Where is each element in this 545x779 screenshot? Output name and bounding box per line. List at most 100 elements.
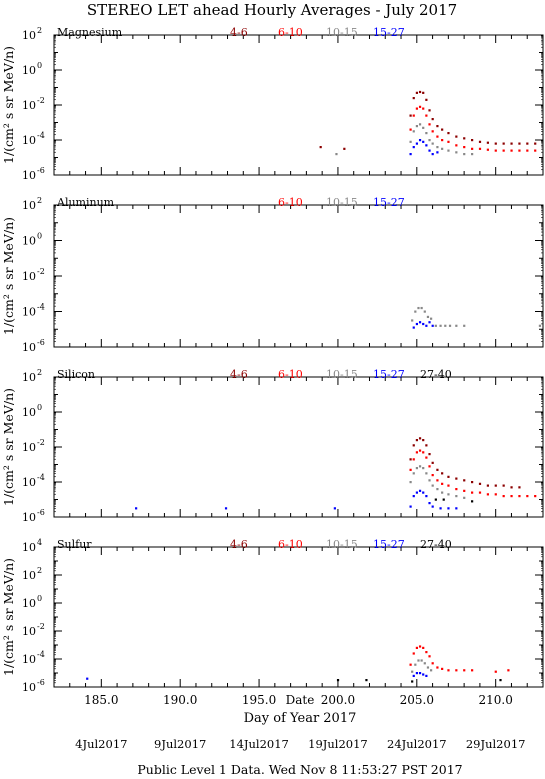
data-point: [431, 130, 434, 133]
y-tick-exponent: -2: [37, 267, 45, 276]
data-point: [455, 477, 458, 480]
y-tick-exponent: -2: [37, 438, 45, 447]
data-point: [447, 132, 450, 135]
data-point: [418, 123, 422, 126]
legend-entry: 10-15: [326, 538, 358, 551]
data-point: [518, 149, 521, 152]
y-tick-label: 10: [22, 681, 36, 694]
legend-entry: 6-10: [278, 196, 303, 209]
data-point: [415, 91, 419, 94]
data-point: [420, 306, 423, 310]
data-point: [336, 679, 340, 682]
data-point: [442, 498, 445, 501]
x-tick-label: 205.0: [400, 693, 434, 707]
data-point: [415, 491, 419, 494]
data-point: [422, 673, 425, 676]
data-point: [428, 139, 431, 142]
data-point: [463, 496, 466, 499]
data-point: [422, 107, 425, 110]
data-point: [425, 444, 428, 447]
data-point: [423, 310, 426, 313]
legend-entry: 10-15: [326, 196, 358, 209]
data-point: [409, 458, 412, 461]
data-point: [409, 128, 412, 131]
data-point: [448, 324, 452, 327]
data-point: [526, 142, 529, 145]
data-point: [224, 507, 228, 510]
data-point: [441, 491, 444, 494]
data-point: [425, 651, 428, 654]
legend-entry: 15-27: [373, 196, 405, 209]
data-point: [436, 488, 439, 491]
data-point: [431, 118, 434, 121]
data-point: [415, 142, 419, 145]
data-point: [428, 149, 431, 152]
data-point: [510, 142, 513, 145]
data-point: [463, 137, 466, 140]
y-tick-label: 10: [22, 476, 36, 489]
y-tick-label: 10: [22, 270, 36, 283]
y-tick-exponent: -6: [37, 508, 45, 517]
data-point: [478, 140, 482, 143]
data-point: [412, 674, 415, 677]
data-point: [428, 109, 431, 112]
data-point: [441, 667, 444, 670]
data-point: [412, 444, 415, 447]
plot-frame: [53, 34, 544, 176]
data-point: [425, 144, 428, 147]
data-point: [428, 479, 431, 482]
data-point: [502, 484, 505, 487]
data-point: [409, 663, 412, 666]
data-point: [439, 507, 442, 510]
legend-entry: 15-27: [373, 26, 405, 39]
data-point: [422, 439, 425, 442]
y-tick-exponent: 0: [37, 232, 42, 241]
data-point: [538, 324, 542, 327]
data-point: [486, 493, 489, 496]
y-tick-exponent: -4: [37, 473, 45, 482]
data-point: [412, 130, 415, 133]
y-tick-exponent: -6: [37, 338, 45, 347]
data-point: [534, 495, 537, 498]
data-point: [412, 652, 415, 655]
y-tick-exponent: -6: [37, 166, 45, 175]
data-point: [412, 146, 415, 149]
data-point: [494, 484, 497, 487]
data-point: [441, 128, 444, 131]
date-tick-label: 29Jul2017: [466, 737, 526, 751]
y-tick-label: 10: [22, 511, 36, 524]
y-tick-exponent: -4: [37, 131, 45, 140]
data-point: [418, 321, 422, 324]
data-point: [478, 491, 482, 494]
data-point: [418, 90, 422, 94]
data-point: [430, 669, 433, 672]
data-point: [426, 315, 430, 319]
data-point: [409, 114, 412, 117]
data-point: [455, 507, 458, 510]
y-tick-label: 10: [22, 64, 36, 77]
x-tick-label: 210.0: [478, 693, 512, 707]
data-point: [415, 125, 419, 128]
data-point: [441, 472, 444, 475]
data-point: [86, 677, 89, 680]
legend-entry: 15-27: [373, 368, 405, 381]
data-point: [447, 669, 450, 672]
data-point: [447, 507, 450, 510]
data-point: [436, 666, 439, 669]
plot-frame: [53, 204, 544, 348]
data-point: [409, 140, 412, 143]
data-point: [463, 669, 466, 672]
data-point: [510, 495, 513, 498]
data-point: [447, 484, 450, 487]
legend-entry: 4-6: [230, 368, 248, 381]
data-point: [502, 142, 505, 145]
footer-note: Public Level 1 Data. Wed Nov 8 11:53:27 …: [137, 762, 462, 777]
legend-entry: 4-6: [230, 538, 248, 551]
data-point: [428, 502, 431, 505]
element-label: Sulfur: [57, 538, 92, 551]
data-point: [420, 659, 423, 662]
data-point: [534, 142, 537, 145]
data-point: [455, 669, 458, 672]
